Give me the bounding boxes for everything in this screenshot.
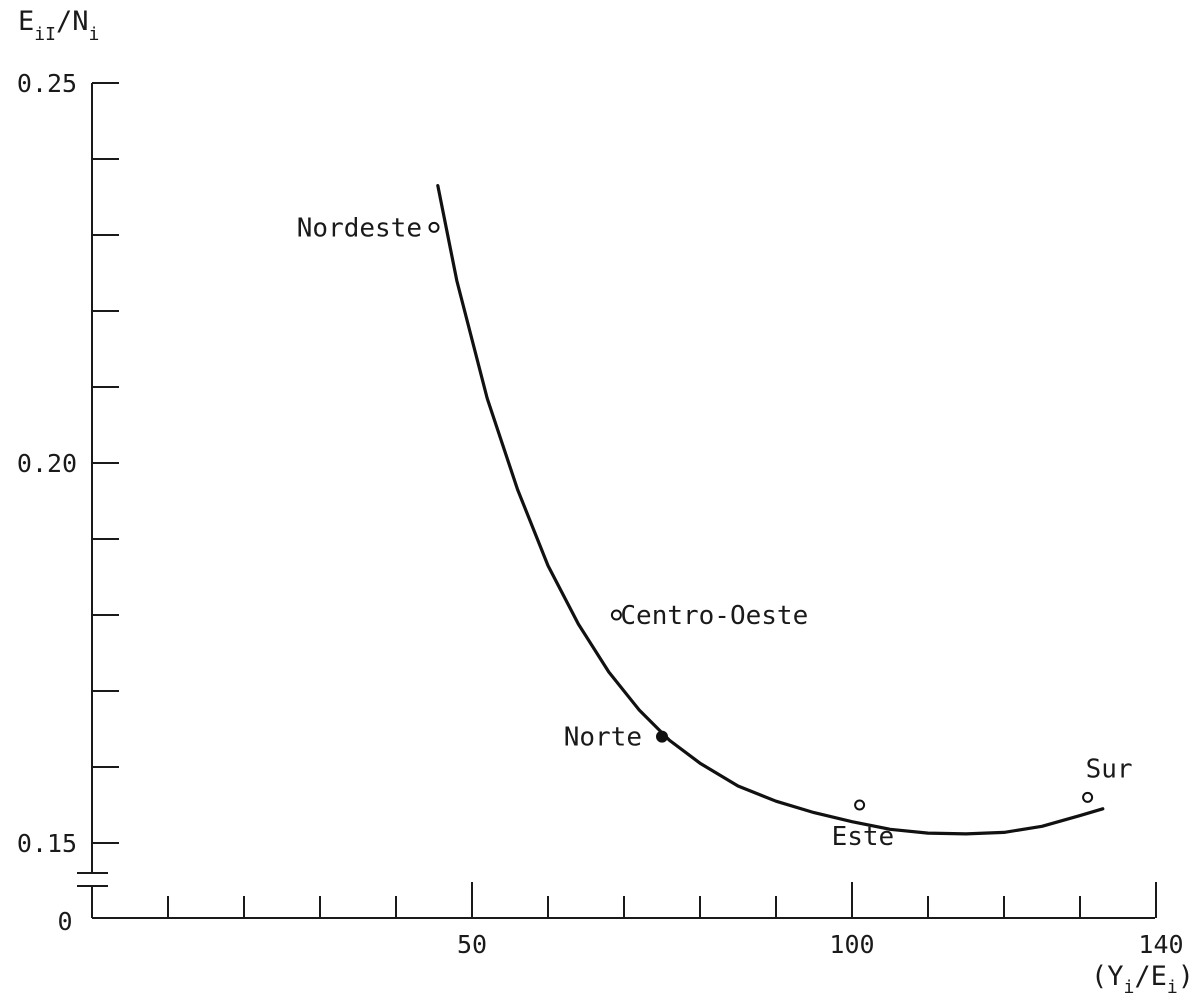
y-tick-label: 0.15 (17, 829, 77, 858)
axes (77, 83, 1155, 919)
point-label: Centro-Oeste (620, 601, 808, 631)
ticks: 0.15 0.20 0.25 50 100 140 (17, 69, 1184, 959)
x-tick-label: 50 (457, 930, 487, 959)
data-point-este (854, 799, 866, 811)
point-label: Sur (1086, 754, 1133, 784)
fitted-curve (436, 184, 1105, 836)
data-point-centro-oeste (610, 609, 622, 621)
y-tick-label: 0.20 (17, 449, 77, 478)
y-axis-title: EiI/Ni (18, 6, 99, 45)
y-origin-label: 0 (57, 907, 72, 936)
data-point-nordeste (428, 221, 440, 233)
x-tick-label: 140 (1138, 930, 1183, 959)
data-point-sur (1082, 791, 1094, 803)
point-label: Este (832, 822, 895, 852)
point-label: Norte (564, 723, 642, 753)
data-point-norte (656, 730, 668, 743)
data-points-layer: Nordeste Centro-Oeste Norte Este Sur (297, 213, 1133, 852)
fitted-curve-layer (436, 184, 1105, 836)
x-tick-label: 100 (829, 930, 874, 959)
y-tick-label: 0.25 (17, 69, 77, 98)
x-axis-title: (Yi/Ei) (1091, 961, 1194, 998)
point-label: Nordeste (297, 213, 422, 243)
